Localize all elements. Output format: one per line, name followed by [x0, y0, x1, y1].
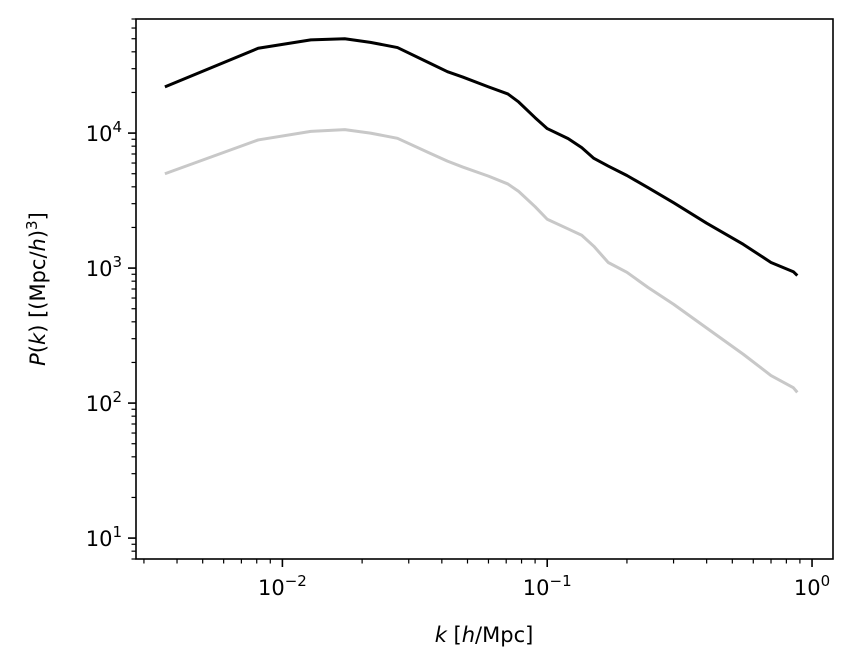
y-axis-label: P(k) [(Mpc/h)3] [23, 212, 50, 366]
y-axis-ticks: 101 102 103 104 [86, 18, 136, 560]
x-axis-ticks: 10−2 10−1 100 [143, 559, 830, 600]
y-tick-label: 102 [86, 388, 122, 416]
series-line-2 [164, 128, 799, 394]
y-tick-label: 101 [86, 523, 122, 551]
y-tick-label: 103 [86, 253, 122, 281]
x-tick-label: 100 [794, 572, 830, 600]
x-tick-label: 10−2 [258, 572, 307, 600]
x-tick-label: 10−1 [523, 572, 572, 600]
series-line-1 [164, 37, 799, 277]
series-layer [164, 37, 799, 394]
x-axis-label: k [h/Mpc] [435, 623, 534, 647]
y-tick-label: 104 [86, 118, 122, 146]
